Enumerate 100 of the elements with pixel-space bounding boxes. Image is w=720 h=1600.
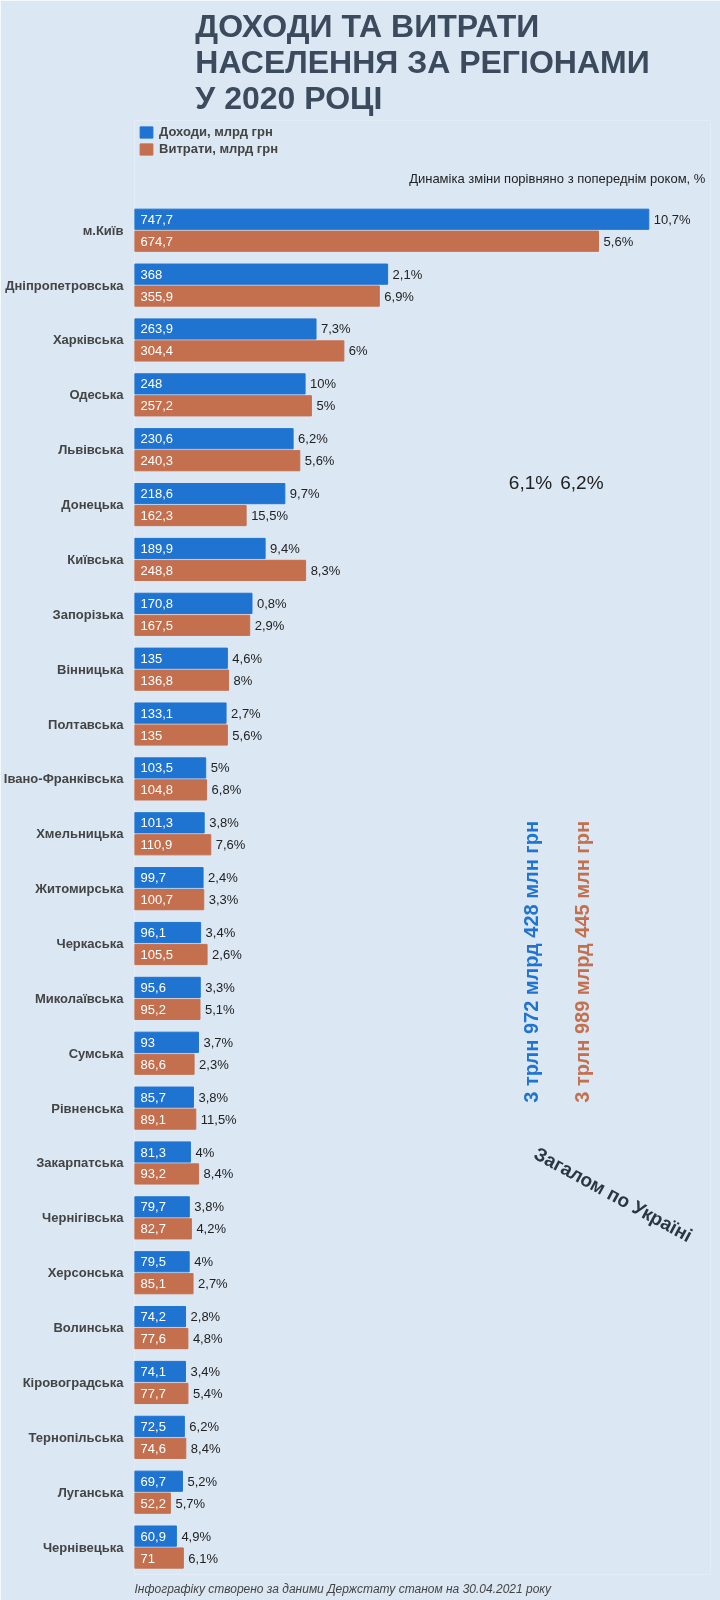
data-label: 170,8 — [140, 595, 174, 611]
data-label: 135 — [140, 727, 163, 743]
data-label: 82,7 — [140, 1221, 166, 1237]
y-tick-label: Донецька — [61, 497, 125, 513]
bar — [134, 1053, 195, 1075]
legend-label: Витрати, млрд грн — [159, 141, 279, 156]
data-label: 355,9 — [140, 288, 174, 304]
y-tick-label: Вінницька — [57, 661, 125, 677]
annotation: 3 трлн 989 млрд 445 млн грн — [570, 821, 593, 1103]
annotation: 8,4% — [203, 1166, 234, 1182]
annotation: 6,9% — [384, 288, 415, 304]
annotation: 6,2% — [560, 472, 604, 494]
data-label: 74,6 — [140, 1440, 166, 1456]
bar — [134, 1086, 194, 1108]
annotation: 8,3% — [310, 562, 341, 578]
data-label: 133,1 — [140, 705, 174, 721]
annotation: 5,1% — [204, 1001, 236, 1017]
annotation: 11,5% — [200, 1111, 238, 1127]
data-label: 162,3 — [140, 508, 174, 524]
y-tick-label: Чернігівська — [42, 1210, 125, 1226]
annotation: 2,1% — [392, 266, 423, 282]
bar — [134, 263, 389, 285]
bar — [134, 285, 380, 307]
text: Інфографіку створено за даними Держстату станом на 30.04.2021 року — [134, 1581, 553, 1596]
data-label: 263,9 — [140, 321, 174, 337]
bar — [134, 724, 228, 746]
data-label: 99,7 — [140, 870, 166, 886]
data-label: 248,8 — [140, 562, 174, 578]
y-tick-label: Луганська — [57, 1484, 125, 1500]
bar — [134, 340, 345, 362]
data-label: 89,1 — [140, 1111, 166, 1127]
y-tick-label: Херсонська — [47, 1265, 125, 1281]
bar — [134, 867, 204, 889]
data-label: 674,7 — [140, 233, 174, 249]
bar — [134, 812, 205, 834]
data-label: 95,6 — [140, 979, 166, 995]
bar — [134, 1141, 191, 1163]
bar — [134, 1108, 197, 1130]
bar — [134, 1218, 192, 1240]
annotation: 2,7% — [231, 705, 262, 721]
y-tick-label: Полтавська — [48, 716, 125, 732]
annotation: 4,9% — [181, 1528, 212, 1544]
annotation: 4% — [195, 1144, 215, 1160]
bar — [134, 428, 294, 450]
y-tick-label: Дніпропетровська — [5, 277, 125, 293]
annotation: 3,7% — [203, 1034, 234, 1050]
data-label: 79,7 — [140, 1199, 166, 1215]
annotation: 9,7% — [289, 486, 320, 502]
annotation: 6,2% — [298, 431, 329, 447]
y-tick-label: Кіровоградська — [22, 1374, 125, 1390]
annotation: 6,2% — [189, 1418, 220, 1434]
bar — [134, 592, 253, 614]
data-label: 230,6 — [140, 431, 174, 447]
y-tick-label: Львівська — [58, 442, 125, 458]
bar — [134, 373, 306, 395]
y-tick-label: Закарпатська — [36, 1155, 125, 1171]
data-label: 77,6 — [140, 1331, 166, 1347]
data-label: 74,1 — [140, 1363, 166, 1379]
annotation: 5,2% — [187, 1473, 218, 1489]
bar — [134, 1327, 189, 1350]
annotation: 5% — [210, 760, 230, 776]
bar — [134, 483, 286, 505]
data-label: 304,4 — [140, 343, 174, 359]
annotation: 7,6% — [215, 837, 246, 853]
bar — [134, 669, 230, 691]
annotation: 2,3% — [199, 1056, 230, 1072]
annotation: 5,6% — [304, 453, 335, 469]
data-label: 93,2 — [140, 1166, 166, 1182]
annotation: 3,8% — [194, 1199, 225, 1215]
data-label: 60,9 — [140, 1528, 166, 1544]
data-label: 189,9 — [140, 540, 174, 556]
data-label: 72,5 — [140, 1418, 166, 1434]
data-label: 71 — [140, 1550, 156, 1566]
data-label: 95,2 — [140, 1001, 166, 1017]
bar — [134, 1196, 190, 1218]
annotation: 6,8% — [211, 782, 242, 798]
annotation: 2,8% — [190, 1309, 221, 1325]
annotation: 4,8% — [192, 1331, 223, 1347]
y-tick-label: Хмельницька — [36, 826, 125, 842]
annotation: 10,7% — [653, 211, 692, 227]
data-label: 248 — [140, 376, 163, 392]
annotation: 4,2% — [196, 1221, 227, 1237]
annotation: 2,7% — [198, 1276, 229, 1292]
annotation: 5,4% — [192, 1385, 224, 1401]
y-tick-label: Чернівецька — [42, 1539, 125, 1555]
data-label: 77,7 — [140, 1385, 166, 1401]
annotation: 4% — [194, 1254, 214, 1270]
annotation: 10% — [310, 376, 337, 392]
bar — [134, 559, 307, 582]
annotation: 9,4% — [270, 540, 301, 556]
data-label: 104,8 — [140, 782, 174, 798]
bar — [134, 647, 228, 669]
data-label: 96,1 — [140, 925, 166, 941]
bar — [134, 450, 301, 472]
annotation: 5,7% — [175, 1495, 206, 1511]
bar — [134, 318, 317, 340]
data-label: 747,7 — [140, 211, 174, 227]
data-label: 52,2 — [140, 1495, 166, 1511]
y-tick-label: Запорізька — [52, 606, 125, 622]
data-label: 135 — [140, 650, 163, 666]
